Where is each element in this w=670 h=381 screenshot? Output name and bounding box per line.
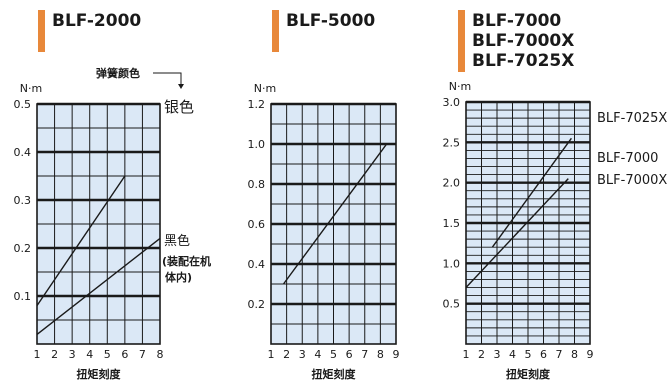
y-tick-label: 1.0 [443, 257, 461, 270]
series-line [36, 237, 161, 335]
series-label-blf-7025x: BLF-7025X [597, 111, 667, 126]
chart-blf-5000: 0.2 0.4 0.6 0.8 1.0 1.2 1 2 3 4 5 6 7 8 9 N·m 扭矩刻度 [248, 82, 400, 381]
x-axis-label: 扭矩刻度 [77, 367, 122, 381]
chart3-title-line1: BLF-7000 [472, 11, 561, 31]
x-axis-label: 扭矩刻度 [312, 367, 357, 381]
y-tick-label: 1.2 [248, 98, 266, 111]
x-tick-label: 8 [571, 348, 578, 361]
title-accent-bar-1 [38, 10, 45, 52]
plot-frame [465, 101, 591, 345]
y-tick-label: 0.3 [14, 194, 32, 207]
x-tick-label: 3 [299, 348, 306, 361]
series-line [36, 175, 126, 306]
x-tick-label: 4 [314, 348, 321, 361]
x-tick-label: 5 [525, 348, 532, 361]
x-tick-label: 3 [69, 348, 76, 361]
y-tick-label: 0.2 [14, 242, 32, 255]
series-label-blf-7000: BLF-7000 [597, 151, 658, 166]
x-tick-label: 9 [393, 348, 400, 361]
series-line [491, 137, 572, 248]
plot-frame [36, 103, 161, 345]
x-tick-label: 7 [361, 348, 368, 361]
x-tick-label: 3 [494, 348, 501, 361]
x-tick-label: 6 [121, 348, 128, 361]
x-tick-label: 5 [330, 348, 337, 361]
series-label-black-line1: 黑色 [164, 233, 190, 249]
y-tick-label: 0.8 [248, 178, 266, 191]
y-tick-label: 3.0 [443, 96, 461, 109]
x-tick-label: 5 [104, 348, 111, 361]
x-tick-label: 1 [268, 348, 275, 361]
series-line [465, 178, 569, 289]
chart3-title-line2: BLF-7000X [472, 31, 574, 51]
x-tick-label: 9 [587, 348, 594, 361]
y-tick-label: 0.6 [248, 218, 266, 231]
series-label-blf-7000x: BLF-7000X [597, 173, 667, 188]
x-axis-label: 扭矩刻度 [506, 367, 551, 381]
title-accent-bar-3 [458, 10, 465, 72]
x-tick-label: 6 [346, 348, 353, 361]
plot-frame [270, 103, 397, 345]
y-tick-label: 2.0 [443, 177, 461, 190]
x-tick-label: 8 [157, 348, 164, 361]
x-tick-label: 8 [377, 348, 384, 361]
series-label-black-line3: 体内) [165, 270, 192, 284]
x-tick-label: 2 [478, 348, 485, 361]
chart-blf-2000: 0.1 0.2 0.3 0.4 0.5 1 2 3 4 5 6 7 8 N·m 扭矩刻度 [14, 82, 164, 381]
chart1-title: BLF-2000 [52, 11, 141, 31]
chart3-title-line3: BLF-7025X [472, 51, 574, 71]
y-axis-unit-label: N·m [449, 80, 471, 93]
x-tick-label: 1 [34, 348, 41, 361]
x-tick-label: 6 [540, 348, 547, 361]
spring-color-legend-label: 弹簧颜色 [96, 66, 140, 80]
y-axis-unit-label: N·m [254, 82, 276, 95]
series-line [282, 143, 388, 285]
x-tick-label: 2 [51, 348, 58, 361]
y-tick-label: 1.0 [248, 138, 266, 151]
y-tick-label: 0.1 [14, 290, 32, 303]
series-label-black-line2: (装配在机 [162, 254, 211, 268]
x-tick-label: 4 [86, 348, 93, 361]
x-tick-label: 1 [463, 348, 470, 361]
y-tick-label: 0.5 [443, 298, 461, 311]
chart2-title: BLF-5000 [286, 11, 375, 31]
x-tick-label: 2 [283, 348, 290, 361]
y-axis-unit-label: N·m [20, 82, 42, 95]
y-tick-label: 0.4 [248, 258, 266, 271]
y-tick-label: 0.2 [248, 298, 266, 311]
y-tick-label: 1.5 [443, 217, 461, 230]
title-accent-bar-2 [272, 10, 279, 52]
y-tick-label: 0.5 [14, 98, 32, 111]
x-tick-label: 4 [509, 348, 516, 361]
y-tick-label: 2.5 [443, 136, 461, 149]
chart-blf-7000: 0.5 1.0 1.5 2.0 2.5 3.0 1 2 3 4 5 6 7 8 9 N·m 扭矩刻度 [443, 80, 594, 381]
x-tick-label: 7 [556, 348, 563, 361]
spring-color-arrow-head-icon [178, 84, 184, 89]
x-tick-label: 7 [139, 348, 146, 361]
spring-color-arrow-icon [153, 72, 182, 86]
series-label-silver: 银色 [164, 98, 194, 116]
y-tick-label: 0.4 [14, 146, 32, 159]
